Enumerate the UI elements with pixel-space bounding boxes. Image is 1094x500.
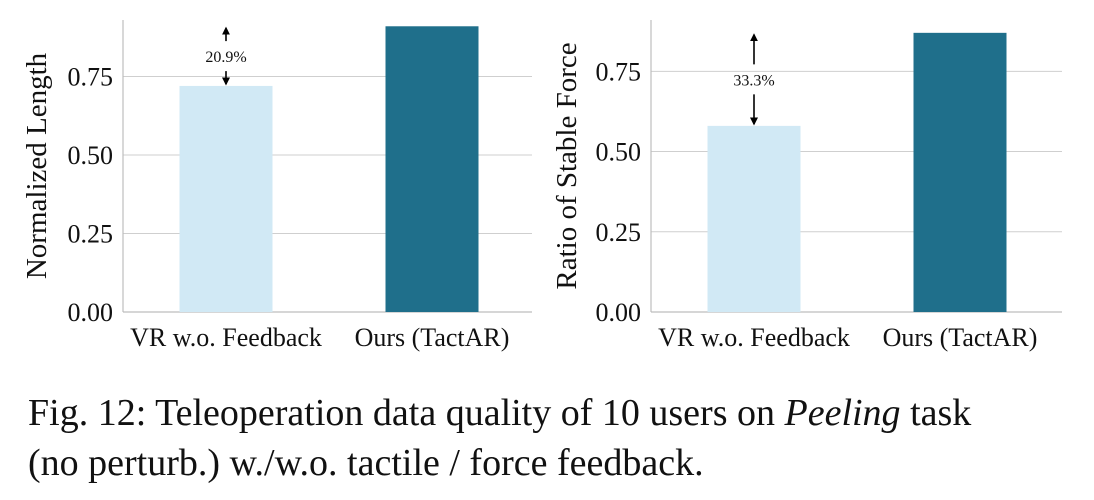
y-axis-label: Normalized Length bbox=[21, 52, 53, 279]
y-tick-label: 0.50 bbox=[68, 141, 114, 170]
caption-prefix: Fig. 12: Teleoperation data quality of 1… bbox=[28, 392, 785, 434]
figure-caption: Fig. 12: Teleoperation data quality of 1… bbox=[28, 388, 1088, 488]
x-tick-label: Ours (TactAR) bbox=[883, 323, 1038, 352]
y-tick-label: 0.75 bbox=[596, 57, 642, 86]
caption-task-name: Peeling bbox=[784, 392, 901, 434]
y-tick-label: 0.25 bbox=[68, 220, 114, 249]
y-tick-label: 0.50 bbox=[596, 138, 642, 167]
bar-2 bbox=[913, 32, 1007, 312]
caption-suffix: task bbox=[900, 392, 972, 434]
chart-panel-1: 0.00 0.25 0.50 0.75 VR w.o. Feedback Ours (Ta… bbox=[21, 20, 532, 352]
annotation-label: 20.9% bbox=[205, 49, 246, 66]
x-tick-label: Ours (TactAR) bbox=[355, 323, 510, 352]
y-tick-label: 0.75 bbox=[68, 63, 114, 92]
caption-line-2: (no perturb.) w./w.o. tactile / force fe… bbox=[28, 442, 704, 484]
annotation-label: 33.3% bbox=[733, 72, 774, 89]
y-tick-label: 0.00 bbox=[68, 298, 114, 327]
x-tick-label: VR w.o. Feedback bbox=[130, 323, 322, 352]
x-tick-label: VR w.o. Feedback bbox=[658, 323, 850, 352]
y-tick-label: 0.25 bbox=[596, 218, 642, 247]
chart-panel-2: 0.00 0.25 0.50 0.75 VR w.o. Feedback Ours (Ta… bbox=[551, 20, 1062, 352]
charts-figure: 0.00 0.25 0.50 0.75 VR w.o. Feedback Ours (Ta… bbox=[21, 20, 1062, 352]
y-axis-label: Ratio of Stable Force bbox=[551, 42, 583, 289]
caption-line-1: Fig. 12: Teleoperation data quality of 1… bbox=[28, 388, 1088, 438]
y-tick-label: 0.00 bbox=[596, 298, 642, 327]
bar-1 bbox=[707, 125, 801, 312]
bar-2 bbox=[385, 26, 479, 312]
bar-1 bbox=[179, 85, 273, 312]
